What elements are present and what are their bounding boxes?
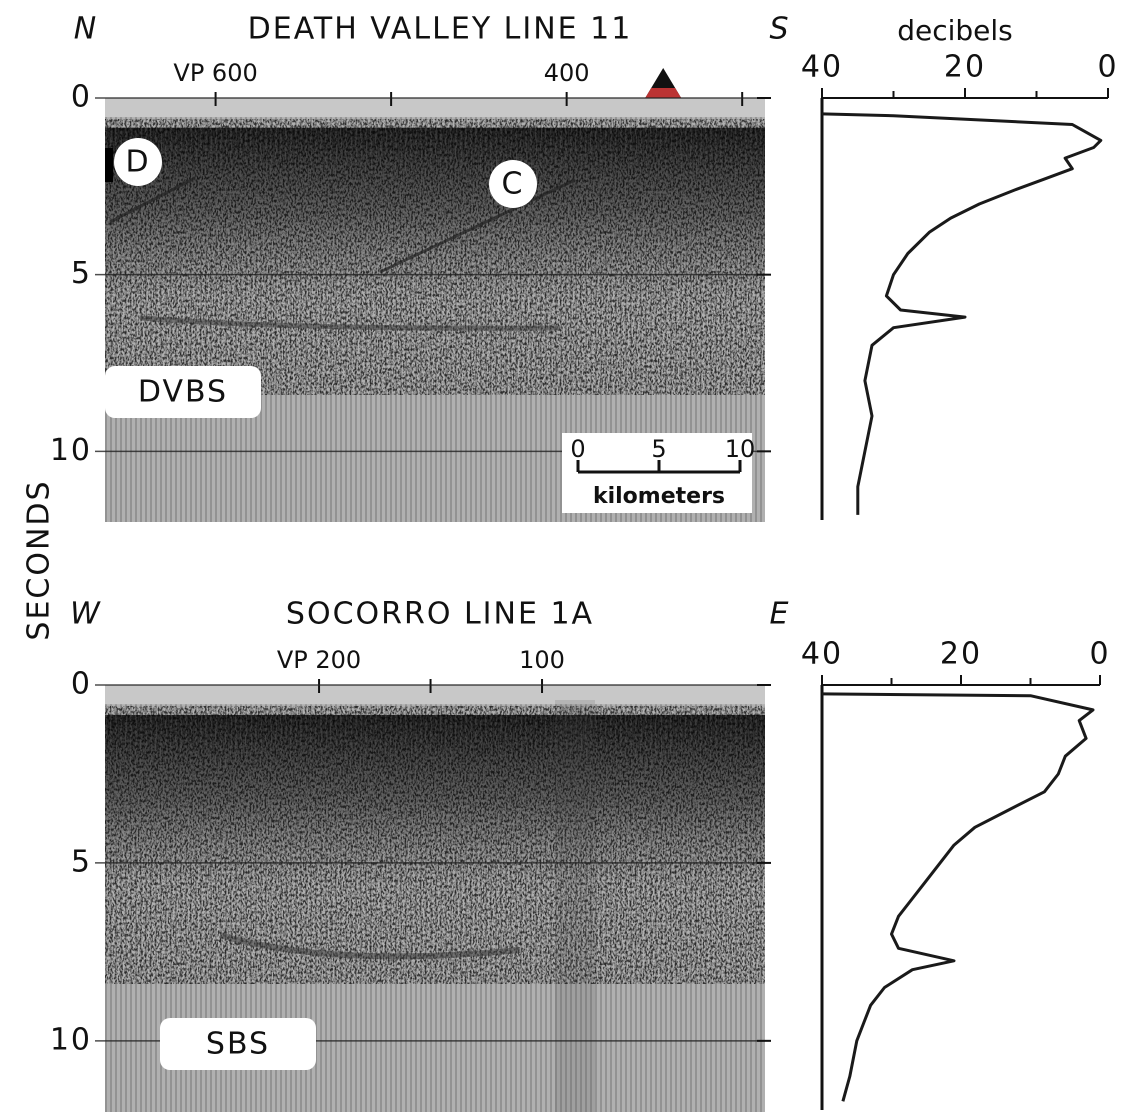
section-noise <box>105 119 765 395</box>
y-tick-label: 0 <box>71 667 92 702</box>
annotation-circle <box>114 138 162 186</box>
scale-bar-label: 5 <box>651 435 666 463</box>
direction-label: S <box>769 12 790 47</box>
direction-label: N <box>74 12 98 47</box>
x-axis-label: decibels <box>897 14 1013 47</box>
station-marker-base <box>645 88 682 98</box>
y-tick-label: 10 <box>50 433 92 468</box>
reflector <box>109 176 196 224</box>
scale-bar-label: 0 <box>570 435 585 463</box>
x-tick-label: 0 <box>1097 50 1118 85</box>
reflector <box>139 315 561 331</box>
x-tick-label: 20 <box>940 637 982 672</box>
x-tick-label: 0 <box>1089 637 1110 672</box>
y-axis-label: SECONDS <box>22 479 57 640</box>
reflector <box>219 932 521 960</box>
x-tick-label: 100 <box>519 646 565 674</box>
annotation: D <box>125 145 150 180</box>
profile-line <box>821 112 1103 515</box>
direction-label: W <box>70 597 102 632</box>
x-tick-label: 40 <box>801 50 843 85</box>
seismic-section <box>105 98 765 522</box>
y-tick-label: 5 <box>71 256 92 291</box>
profile-line <box>821 692 1095 1102</box>
y-tick-label: 10 <box>50 1022 92 1057</box>
x-tick-label: 40 <box>801 637 843 672</box>
direction-label: E <box>770 597 791 632</box>
panel-title: DEATH VALLEY LINE 11 <box>248 12 633 47</box>
x-tick-label: VP 200 <box>277 646 361 674</box>
section-top-band <box>105 98 765 118</box>
section-top-band <box>105 685 765 705</box>
annotation-box <box>105 366 261 418</box>
annotation: DVBS <box>138 375 228 410</box>
annotation: C <box>502 167 525 202</box>
y-tick-label: 0 <box>71 80 92 115</box>
trace-band <box>555 700 595 1112</box>
annotation-box <box>160 1018 316 1070</box>
scale-bar-title: kilometers <box>593 484 725 509</box>
edge-bar <box>105 148 113 182</box>
y-tick-label: 5 <box>71 844 92 879</box>
section-noise <box>105 706 765 984</box>
scale-bar-label: 10 <box>725 435 756 463</box>
x-tick-label: 20 <box>944 50 986 85</box>
annotation-circle <box>489 160 537 208</box>
panel-title: SOCORRO LINE 1A <box>286 597 594 632</box>
x-tick-label: VP 600 <box>173 59 257 87</box>
x-tick-label: 400 <box>544 59 590 87</box>
annotation: SBS <box>206 1027 270 1062</box>
reflector <box>379 178 576 274</box>
